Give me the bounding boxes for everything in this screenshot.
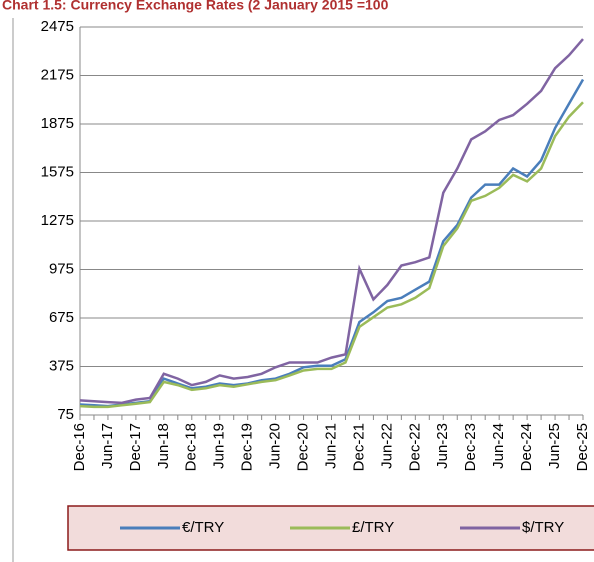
x-tick-label: Dec-25: [574, 423, 591, 471]
x-tick-label: Dec-23: [462, 423, 479, 471]
x-tick-label: Jun-24: [490, 423, 507, 469]
x-tick-label: Jun-22: [378, 423, 395, 469]
x-tick-label: Dec-22: [406, 423, 423, 471]
y-tick-label: 2475: [41, 18, 74, 35]
x-tick-label: Dec-20: [295, 423, 312, 471]
line-series: [79, 78, 585, 408]
x-tick-label: Dec-16: [71, 423, 88, 471]
legend-label: £/TRY: [352, 519, 394, 536]
line-series: [79, 101, 584, 409]
x-tick-label: Dec-17: [127, 423, 144, 471]
y-tick-label: 1875: [41, 115, 74, 132]
y-tick-label: 975: [49, 260, 74, 277]
y-tick-label: 675: [49, 309, 74, 326]
y-tick-label: 2175: [41, 66, 74, 83]
chart-title: Chart 1.5: Currency Exchange Rates (2 Ja…: [2, 0, 389, 13]
y-tick-label: 1275: [41, 212, 74, 229]
y-tick-label: 375: [49, 357, 74, 374]
x-tick-label: Jun-21: [322, 423, 339, 469]
line-series: [79, 38, 584, 405]
x-tick-label: Jun-18: [155, 423, 172, 469]
x-tick-label: Dec-19: [239, 423, 256, 471]
x-tick-label: Dec-24: [518, 423, 535, 471]
x-tick-label: Dec-21: [350, 423, 367, 471]
x-tick-label: Jun-19: [211, 423, 228, 469]
x-tick-label: Dec-18: [183, 423, 200, 471]
x-tick-label: Jun-25: [546, 423, 563, 469]
x-tick-label: Jun-20: [267, 423, 284, 469]
legend-label: $/TRY: [522, 519, 564, 536]
y-tick-label: 75: [57, 406, 74, 423]
y-tick-label: 1575: [41, 163, 74, 180]
x-tick-label: Jun-23: [434, 423, 451, 469]
legend-label: €/TRY: [182, 519, 224, 536]
x-tick-label: Jun-17: [99, 423, 116, 469]
